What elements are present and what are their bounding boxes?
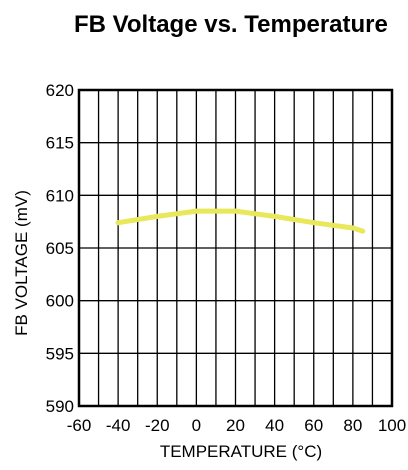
series-point	[193, 208, 199, 214]
x-tick-label: 100	[378, 416, 406, 435]
series-point	[233, 208, 238, 214]
y-tick-label: 615	[46, 134, 74, 153]
series-point	[272, 213, 278, 219]
series-point	[360, 228, 366, 234]
grid-layer	[78, 89, 393, 407]
x-tick-label: 80	[343, 416, 362, 435]
x-axis-label: TEMPERATURE (°C)	[160, 442, 322, 461]
series-point	[115, 220, 121, 226]
x-tick-labels: -60 -40 -20 0 20 40 60 80 100	[67, 416, 406, 435]
x-tick-label: 20	[226, 416, 245, 435]
x-tick-label: -60	[67, 416, 92, 435]
x-tick-label: -40	[106, 416, 131, 435]
y-tick-label: 590	[46, 397, 74, 416]
x-tick-label: 0	[192, 416, 201, 435]
y-tick-label: 600	[46, 292, 74, 311]
y-tick-labels: 590 595 600 605 610 615 620	[46, 81, 74, 416]
y-tick-label: 620	[46, 81, 74, 100]
chart-title: FB Voltage vs. Temperature	[74, 11, 388, 38]
y-tick-label: 610	[46, 186, 74, 205]
plot-frame	[77, 88, 394, 408]
series-point	[350, 225, 356, 231]
y-axis-label: FB VOLTAGE (mV)	[12, 190, 31, 336]
series-point	[311, 220, 317, 226]
series-layer	[115, 208, 366, 234]
series-point	[154, 213, 160, 219]
y-tick-label: 595	[46, 344, 74, 363]
x-tick-label: 60	[304, 416, 323, 435]
series-line	[115, 208, 366, 234]
x-tick-label: -20	[145, 416, 170, 435]
x-tick-label: 40	[265, 416, 284, 435]
y-tick-label: 605	[46, 239, 74, 258]
